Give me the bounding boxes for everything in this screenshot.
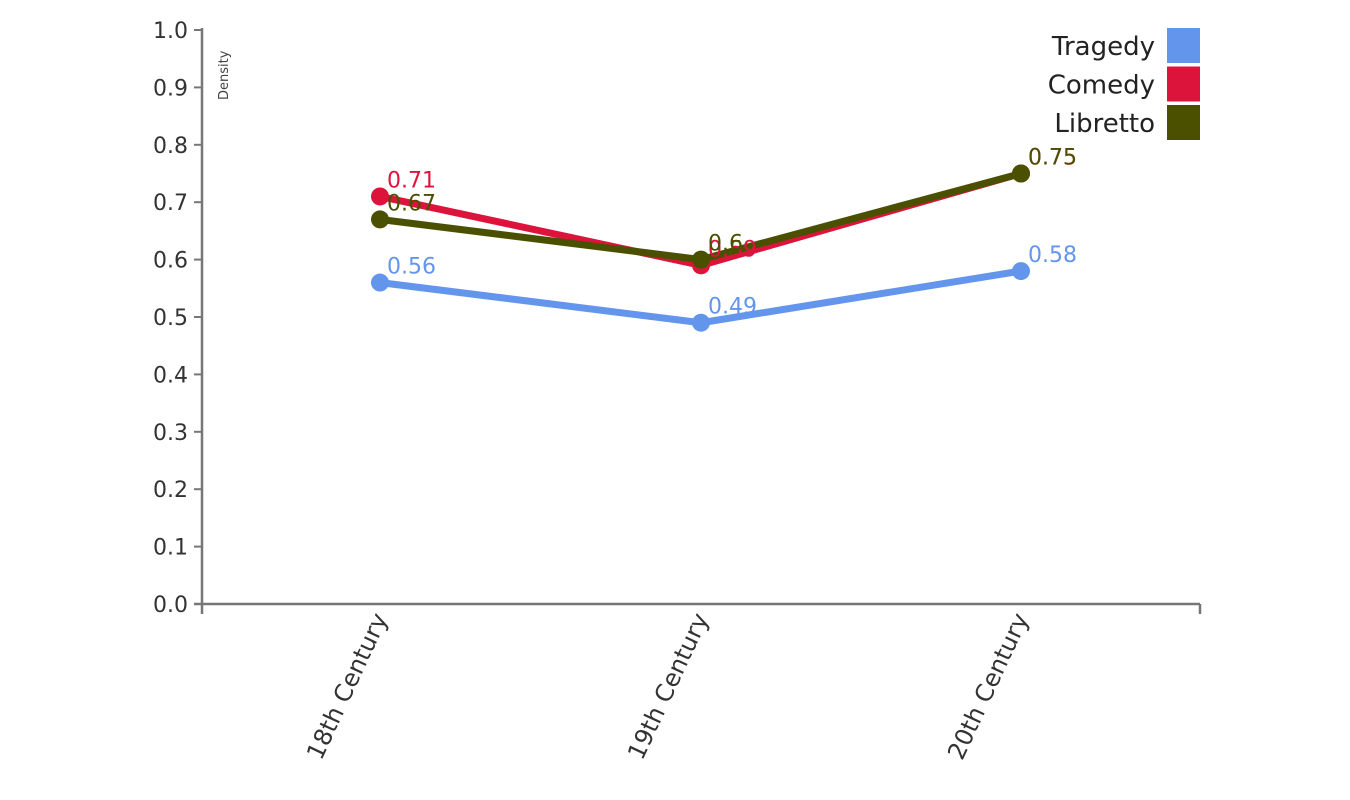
x-tick-label: 19th Century [622,609,714,764]
legend-swatch-tragedy [1167,28,1200,63]
data-point-libretto [1012,164,1030,183]
data-point-tragedy [692,313,710,332]
data-point-tragedy [1012,262,1030,281]
data-label-comedy: 0.75 [1028,146,1077,171]
y-tick-label: 0.3 [153,421,188,446]
y-tick-label: 0.1 [153,536,188,561]
y-tick-label: 0.9 [153,76,188,101]
data-label-libretto: 0.6 [708,232,743,257]
y-tick-label: 0.2 [153,478,188,503]
data-point-tragedy [371,273,389,292]
data-point-comedy [371,187,389,206]
y-tick-label: 1.0 [153,19,188,44]
y-tick-label: 0.4 [153,363,188,388]
data-label-tragedy: 0.58 [1028,243,1077,268]
legend-label-tragedy: Tragedy [1051,32,1155,62]
legend-label-comedy: Comedy [1048,71,1155,101]
legend: Tragedy Comedy Libretto [1048,28,1200,140]
data-label-libretto: 0.67 [387,191,436,216]
y-axis-title: Density [217,50,232,100]
y-tick-label: 0.0 [153,593,188,618]
data-label-comedy: 0.59 [708,237,757,262]
axes: 0.0 0.1 0.2 0.3 0.4 0.5 0.6 0.7 0.8 0.9 1.0 18th Ce… [153,19,1202,764]
y-tick-label: 0.6 [153,249,188,274]
y-tick-label: 0.5 [153,306,188,331]
y-tick-label: 0.7 [153,191,188,216]
series-layer: 0.560.490.580.710.590.750.670.60.75 [371,146,1077,332]
data-point-libretto [692,250,710,269]
data-label-comedy: 0.71 [387,168,436,193]
data-point-libretto [371,210,389,229]
y-tick-label: 0.8 [153,134,188,159]
legend-swatch-libretto [1167,105,1200,140]
data-label-tragedy: 0.56 [387,255,436,280]
data-label-libretto: 0.75 [1028,146,1077,171]
x-tick-label: 20th Century [942,609,1034,764]
legend-label-libretto: Libretto [1054,109,1155,139]
legend-swatch-comedy [1167,66,1200,102]
data-label-tragedy: 0.49 [708,295,757,320]
x-tick-label: 18th Century [301,609,393,764]
